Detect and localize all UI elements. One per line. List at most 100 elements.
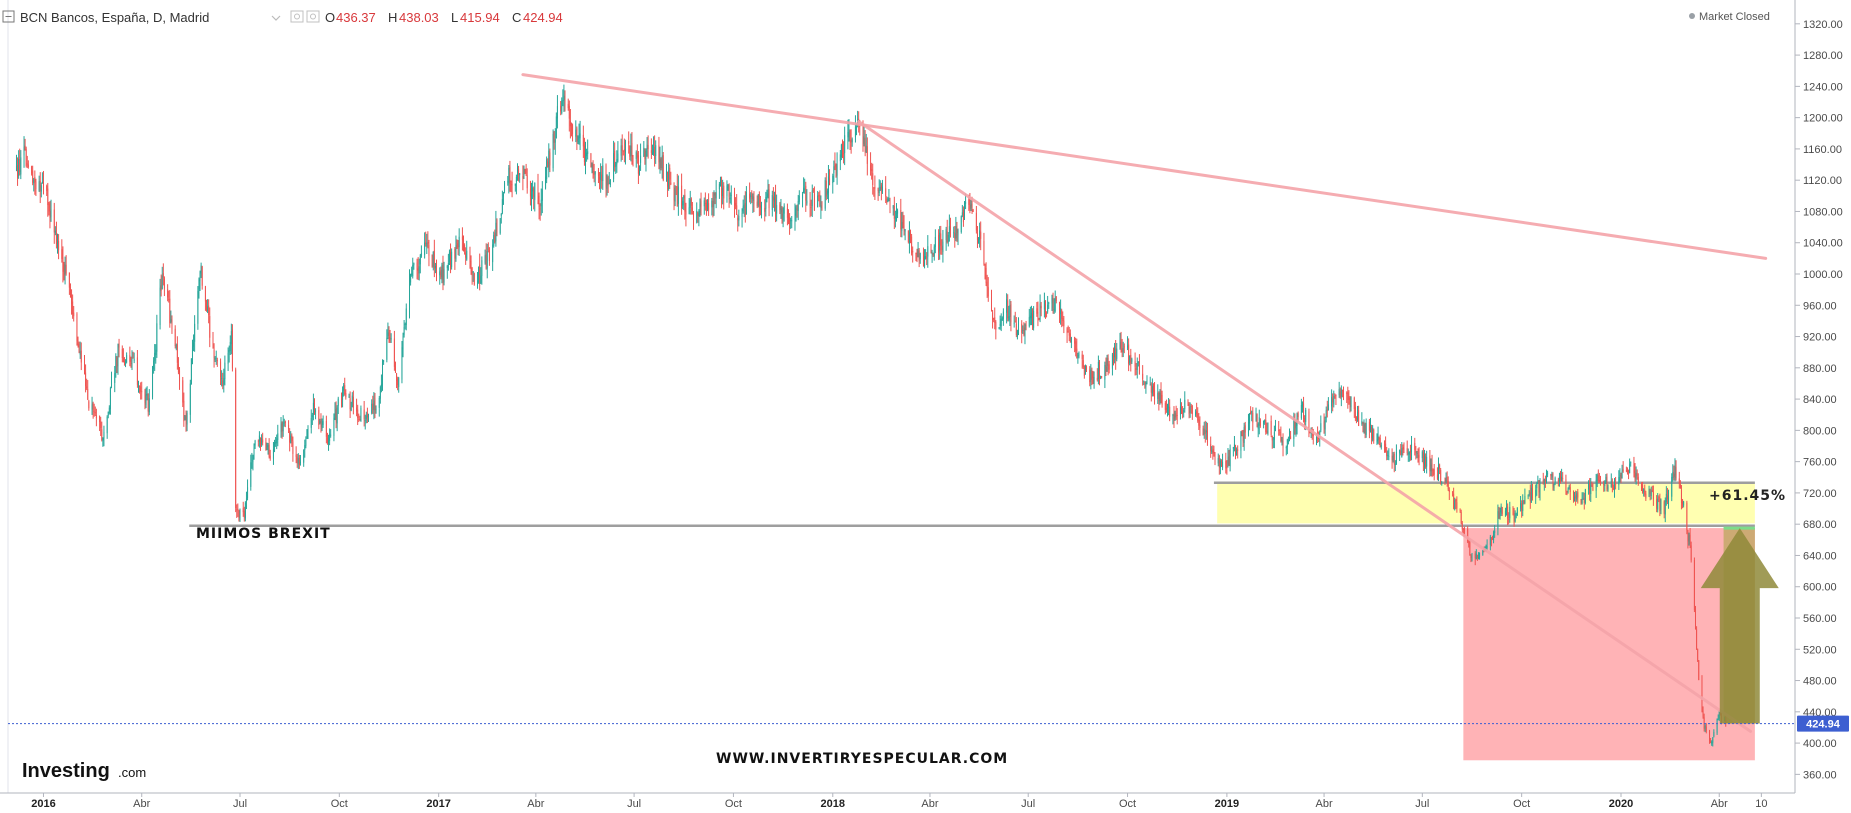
candle-body [1433, 469, 1435, 475]
candle-body [1247, 422, 1249, 435]
watermark-url: WWW.INVERTIRYESPECULAR.COM [716, 751, 1008, 767]
collapse-toggle-icon[interactable] [2, 10, 15, 23]
candle-body [519, 173, 521, 176]
candle-body [1183, 410, 1185, 413]
candle-body [1055, 296, 1057, 301]
candle-body [975, 212, 977, 231]
candle-body [1083, 365, 1085, 376]
candle-body [953, 232, 955, 234]
candle-body [1625, 470, 1627, 472]
price-axis-background [1795, 0, 1851, 793]
candle-body [1164, 402, 1166, 410]
symbol-title[interactable]: BCN Bancos, España, D, Madrid [20, 10, 209, 25]
candle-body [1048, 302, 1050, 305]
candle-body [1368, 421, 1370, 431]
candle-body [1121, 348, 1123, 353]
candle-body [1270, 421, 1272, 435]
candle-body [122, 357, 124, 363]
candle-body [690, 198, 692, 206]
candle-body [743, 204, 745, 209]
time-axis[interactable]: 2016 Abr Jul Oct 2017 Abr Jul Oct 2018 Abr Jul Oct 2… [0, 792, 1851, 813]
candle-body [819, 194, 821, 206]
candle-body [101, 429, 103, 441]
candle-body [1493, 532, 1495, 540]
candle-body [768, 189, 770, 209]
candle-body [360, 407, 362, 422]
candle-body [863, 136, 865, 144]
price-tick-label: 720.00 [1803, 488, 1837, 500]
trendline-long[interactable] [521, 73, 1768, 260]
candle-body [886, 198, 888, 203]
candle-body [61, 249, 63, 259]
candle-body [1527, 495, 1529, 497]
candle-body [1565, 479, 1567, 492]
candle-body [594, 171, 596, 175]
chevron-down-icon[interactable] [271, 15, 281, 21]
candle-body [759, 205, 761, 208]
candle-body [873, 187, 875, 189]
candle-body [1021, 323, 1023, 333]
candle-body [375, 408, 377, 411]
candle-body [496, 220, 498, 233]
candle-body [681, 185, 683, 209]
candle-body [321, 424, 323, 430]
candle-body [1471, 552, 1473, 558]
candle-body [140, 386, 142, 392]
candle-body [1607, 486, 1609, 490]
candle-body [1024, 324, 1026, 337]
candle-body [312, 402, 314, 415]
candle-body [86, 386, 88, 389]
candle-body [539, 208, 541, 210]
candle-body [553, 131, 555, 143]
candle-body [1038, 318, 1040, 321]
candle-body [579, 133, 581, 139]
candle-body [390, 338, 392, 340]
candle-body [185, 415, 187, 426]
candle-body [669, 167, 671, 180]
candle-body [344, 385, 346, 395]
candle-body [499, 218, 501, 234]
candle-body [1160, 390, 1162, 396]
candle-body [1175, 413, 1177, 418]
hide-icon[interactable] [306, 10, 320, 23]
close-label: C [512, 10, 521, 25]
candle-body [175, 344, 177, 349]
candle-body [1643, 489, 1645, 493]
price-axis[interactable]: 1320.00 1280.00 1240.00 1200.00 1160.00 1120.… [1794, 0, 1851, 793]
candle-body [109, 388, 111, 410]
candle-body [199, 272, 201, 282]
candle-body [689, 199, 691, 208]
candle-body [485, 254, 487, 269]
price-tick-label: 760.00 [1803, 457, 1837, 469]
candle-body [1043, 300, 1045, 310]
candle-body [607, 177, 609, 186]
candle-body [1006, 299, 1008, 313]
candle-body [922, 252, 924, 266]
candle-body [640, 155, 642, 163]
time-axis-background [0, 793, 1851, 813]
candle-body [854, 127, 856, 137]
candle-body [1197, 413, 1199, 421]
candle-body [1508, 519, 1510, 520]
candle-body [17, 164, 19, 179]
candle-body [783, 205, 785, 214]
candle-body [1060, 308, 1062, 315]
settings-icon[interactable] [290, 10, 304, 23]
candle-body [426, 242, 428, 247]
candle-body [132, 357, 134, 359]
candle-body [1514, 513, 1516, 522]
candle-body [1468, 541, 1470, 543]
candle-body [303, 449, 305, 463]
candle-body [614, 150, 616, 168]
trendline-short[interactable] [857, 120, 1753, 733]
candle-body [1046, 313, 1048, 314]
candle-body [215, 358, 217, 359]
candle-body [601, 174, 603, 181]
candle-body [1107, 357, 1109, 366]
candle-body [1690, 545, 1692, 561]
time-tick-label: 2016 [31, 798, 55, 810]
candle-body [31, 166, 33, 174]
close-value: 424.94 [523, 10, 563, 25]
candle-body [758, 194, 760, 207]
